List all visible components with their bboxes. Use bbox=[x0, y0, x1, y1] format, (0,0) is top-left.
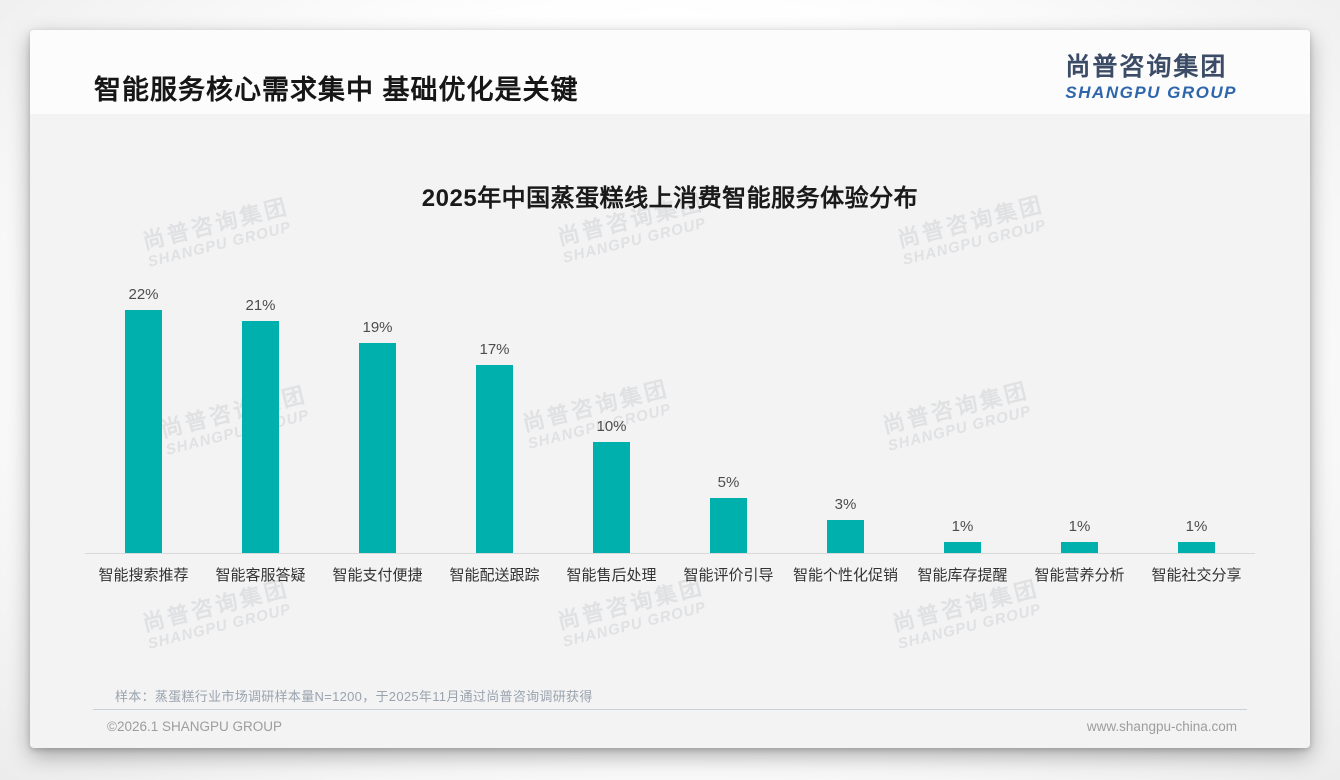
bar bbox=[827, 520, 864, 553]
sample-footnote: 样本：蒸蛋糕行业市场调研样本量N=1200，于2025年11月通过尚普咨询调研获… bbox=[115, 689, 593, 704]
bar-column-5: 10% bbox=[553, 190, 670, 553]
bar-column-8: 1% bbox=[904, 190, 1021, 553]
watermark: 尚普咨询集团 SHANGPU GROUP bbox=[890, 575, 1044, 654]
chart-title: 2025年中国蒸蛋糕线上消费智能服务体验分布 bbox=[421, 185, 919, 212]
bar bbox=[125, 310, 162, 553]
bar-column-2: 21% bbox=[202, 190, 319, 553]
bar bbox=[593, 442, 630, 553]
bar bbox=[359, 343, 396, 553]
bar-value-label: 10% bbox=[596, 418, 627, 435]
bar-column-10: 1% bbox=[1138, 190, 1255, 553]
x-axis-label: 智能库存提醒 bbox=[917, 567, 1008, 584]
bar-column-4: 17% bbox=[436, 190, 553, 553]
report-slide: 智能服务核心需求集中 基础优化是关键 尚普咨询集团 SHANGPU GROUP … bbox=[30, 30, 1310, 748]
x-axis-label: 智能搜索推荐 bbox=[98, 567, 189, 584]
x-axis-label: 智能营养分析 bbox=[1034, 567, 1125, 584]
bar-value-label: 3% bbox=[834, 496, 857, 513]
x-axis-line bbox=[85, 553, 1255, 554]
bar bbox=[1061, 542, 1098, 553]
bar-value-label: 1% bbox=[951, 518, 974, 535]
watermark: 尚普咨询集团 SHANGPU GROUP bbox=[555, 573, 709, 652]
x-axis-labels: 智能搜索推荐 智能客服答疑 智能支付便捷 智能配送跟踪 智能售后处理 智能评价引导 智能个性… bbox=[85, 564, 1255, 585]
company-logo: 尚普咨询集团 SHANGPU GROUP bbox=[1065, 53, 1237, 102]
x-axis-label: 智能配送跟踪 bbox=[449, 567, 540, 584]
bar-value-label: 17% bbox=[479, 341, 510, 358]
x-axis-label: 智能售后处理 bbox=[566, 567, 657, 584]
x-axis-label: 智能个性化促销 bbox=[792, 567, 898, 584]
bar-value-label: 22% bbox=[128, 286, 159, 303]
x-axis-label: 智能评价引导 bbox=[683, 567, 774, 584]
bar-column-6: 5% bbox=[670, 190, 787, 553]
bar-chart: 22% 21% 19% 17% 10% 5% 3% 1% 1% 1% bbox=[85, 190, 1255, 553]
bar-value-label: 1% bbox=[1185, 518, 1208, 535]
watermark: 尚普咨询集团 SHANGPU GROUP bbox=[140, 575, 294, 654]
bar-column-1: 22% bbox=[85, 190, 202, 553]
logo-text-en: SHANGPU GROUP bbox=[1065, 82, 1237, 102]
bar-column-9: 1% bbox=[1021, 190, 1138, 553]
bar-column-7: 3% bbox=[787, 190, 904, 553]
x-axis-label: 智能社交分享 bbox=[1151, 567, 1242, 584]
logo-text-cn: 尚普咨询集团 bbox=[1065, 53, 1228, 81]
bar bbox=[476, 365, 513, 553]
x-axis-label: 智能客服答疑 bbox=[215, 567, 306, 584]
bar bbox=[1178, 542, 1215, 553]
bar-value-label: 21% bbox=[245, 297, 276, 314]
bar-value-label: 19% bbox=[362, 319, 393, 336]
bar bbox=[944, 542, 981, 553]
x-axis-label: 智能支付便捷 bbox=[332, 567, 423, 584]
bar-value-label: 1% bbox=[1068, 518, 1091, 535]
footer-divider bbox=[93, 709, 1247, 710]
bar bbox=[242, 321, 279, 553]
bar-column-3: 19% bbox=[319, 190, 436, 553]
slide-header: 智能服务核心需求集中 基础优化是关键 尚普咨询集团 SHANGPU GROUP bbox=[30, 30, 1310, 114]
copyright-text: ©2026.1 SHANGPU GROUP bbox=[107, 719, 283, 734]
page-title: 智能服务核心需求集中 基础优化是关键 bbox=[94, 75, 579, 105]
bar-value-label: 5% bbox=[717, 474, 740, 491]
bar bbox=[710, 498, 747, 553]
website-text: www.shangpu-china.com bbox=[1086, 719, 1237, 734]
